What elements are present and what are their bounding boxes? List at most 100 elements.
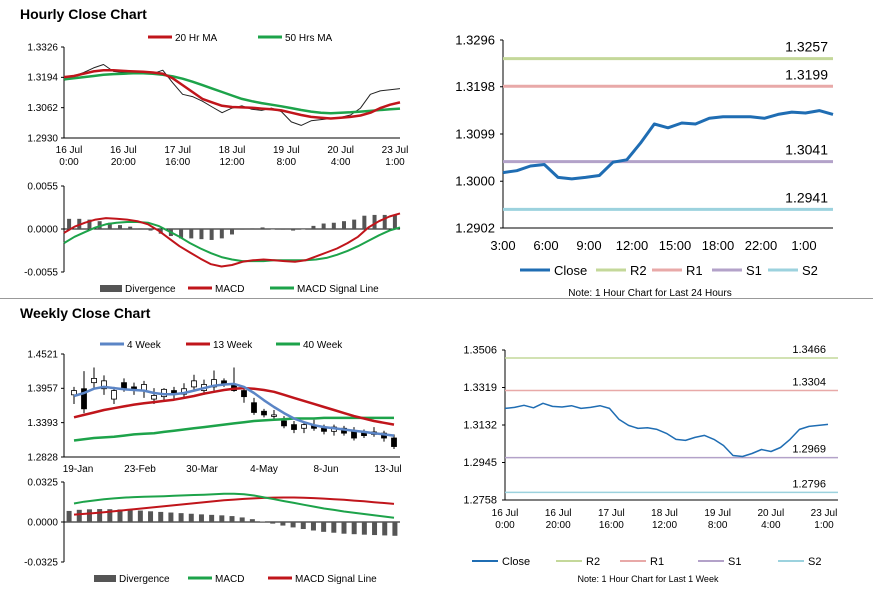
weekly-macd-legend-label: MACD xyxy=(215,574,244,585)
weekly-macd-signal-line xyxy=(73,496,395,516)
hourly-price-xtick-label: 23 Jul xyxy=(382,145,409,156)
hourly-24h-legend-label: S2 xyxy=(802,263,818,278)
weekly-candle-body xyxy=(251,402,257,413)
weekly-macd-divergence-bar xyxy=(219,515,225,522)
hourly-macd-signal-line xyxy=(63,221,401,263)
hourly-price-legend-label: 50 Hrs MA xyxy=(285,33,333,44)
weekly-macd-divergence-bar xyxy=(107,509,113,522)
weekly-1w-xtick-label: 23 Jul xyxy=(811,508,838,519)
weekly-price-xtick-label: 19-Jan xyxy=(63,464,94,475)
hourly-24h-legend-label: Close xyxy=(554,263,587,278)
hourly-24h-ytick-label: 1.2902 xyxy=(455,220,495,235)
weekly-1w-xtick-label: 12:00 xyxy=(652,520,677,531)
weekly-macd-divergence-bar xyxy=(76,509,82,522)
hourly-price-xtick-label: 18 Jul xyxy=(219,145,246,156)
weekly-1w-level-label: 1.3304 xyxy=(792,377,826,389)
hourly-macd-ytick-label: 0.0000 xyxy=(27,224,58,235)
weekly-1w-xtick-label: 8:00 xyxy=(708,520,728,531)
hourly-macd-legend-label: MACD xyxy=(215,284,244,295)
weekly-price-40wk-line xyxy=(73,416,394,442)
weekly-1w-close-line xyxy=(504,402,829,458)
hourly-macd-divergence-bar xyxy=(209,229,214,240)
hourly-price-ytick-label: 1.2930 xyxy=(27,133,58,144)
weekly-candle-body xyxy=(261,410,267,416)
hourly-macd-divergence-bar xyxy=(199,229,204,240)
hourly-24h-ytick-label: 1.3296 xyxy=(455,32,495,47)
hourly-macd-divergence-bar xyxy=(311,225,316,229)
weekly-1w-level-label: 1.3466 xyxy=(792,344,826,356)
weekly-price-xtick-label: 4-May xyxy=(250,464,278,475)
hourly-price-legend-label: 20 Hr MA xyxy=(175,33,218,44)
weekly-1w-legend-label: S2 xyxy=(808,556,821,568)
weekly-macd-divergence-bar xyxy=(168,512,174,522)
hourly-macd-divergence-bar xyxy=(87,219,92,229)
weekly-macd-divergence-bar xyxy=(321,522,327,532)
hourly-macd-divergence-bar xyxy=(179,229,184,239)
weekly-macd-divergence-bar xyxy=(239,517,245,522)
weekly-macd-divergence-bar xyxy=(158,511,164,522)
weekly-macd-divergence-bar xyxy=(178,513,184,522)
weekly-1w-ytick-label: 1.2758 xyxy=(463,495,497,507)
weekly-price-xtick-label: 8-Jun xyxy=(313,464,338,475)
weekly-candle-body xyxy=(191,380,197,388)
hourly-24h-xtick-label: 1:00 xyxy=(791,238,816,253)
hourly-price-xtick-label: 0:00 xyxy=(59,157,79,168)
weekly-macd-divergence-bar xyxy=(66,510,72,522)
hourly-price-xtick-label: 16:00 xyxy=(165,157,190,168)
hourly-24h-xtick-label: 18:00 xyxy=(702,238,735,253)
hourly-24h-xtick-label: 3:00 xyxy=(490,238,515,253)
weekly-price-ytick-label: 1.3957 xyxy=(27,384,58,395)
hourly-macd-ytick-label: -0.0055 xyxy=(24,267,58,278)
weekly-candle-body xyxy=(241,390,247,398)
weekly-1w-xtick-label: 18 Jul xyxy=(651,508,678,519)
weekly-candle-body xyxy=(121,382,127,389)
hourly-macd-divergence-bar xyxy=(118,225,122,229)
hourly-macd-divergence-bar xyxy=(291,229,296,231)
weekly-1w-xtick-label: 20:00 xyxy=(546,520,571,531)
hourly-macd-divergence-bar xyxy=(362,215,367,229)
weekly-macd-ytick-label: -0.0325 xyxy=(24,557,58,568)
weekly-macd-divergence-bar xyxy=(117,509,123,522)
weekly-macd-divergence-bar xyxy=(331,522,337,533)
weekly-macd-divergence-bar xyxy=(382,522,388,536)
hourly-macd-divergence-bar xyxy=(260,227,265,229)
weekly-candle-body xyxy=(91,377,97,384)
hourly-price-xtick-label: 16 Jul xyxy=(56,145,83,156)
weekly-1w-xtick-label: 0:00 xyxy=(495,520,515,531)
hourly-24h-ytick-label: 1.3198 xyxy=(455,79,495,94)
weekly-price-ytick-label: 1.4521 xyxy=(27,349,58,360)
hourly-24h-level-label: 1.3041 xyxy=(785,142,828,158)
weekly-macd-divergence-bar xyxy=(198,514,204,522)
hourly-macd-divergence-bar xyxy=(97,221,102,229)
weekly-price-ytick-label: 1.2828 xyxy=(27,452,58,463)
weekly-price-ytick-label: 1.3393 xyxy=(27,418,58,429)
weekly-price-xtick-label: 13-Jul xyxy=(374,464,401,475)
weekly-1w-level-label: 1.2969 xyxy=(792,444,826,456)
hourly-price-xtick-label: 12:00 xyxy=(219,157,244,168)
weekly-1w-ytick-label: 1.2945 xyxy=(463,457,497,469)
hourly-24h-xtick-label: 12:00 xyxy=(616,238,649,253)
hourly-24h-legend-label: R2 xyxy=(630,263,647,278)
weekly-1w-xtick-label: 16 Jul xyxy=(545,508,572,519)
weekly-1w-ytick-label: 1.3506 xyxy=(463,345,497,357)
hourly-24h-level-label: 1.3199 xyxy=(785,66,828,82)
weekly-1w-xtick-label: 20 Jul xyxy=(757,508,784,519)
hourly-24h-level-label: 1.2941 xyxy=(785,189,828,205)
weekly-price-legend-label: 4 Week xyxy=(127,340,162,351)
weekly-1w-xtick-label: 17 Jul xyxy=(598,508,625,519)
weekly-macd-divergence-bar xyxy=(290,522,296,528)
weekly-1w-ytick-label: 1.3319 xyxy=(463,382,497,394)
hourly-price-xtick-label: 8:00 xyxy=(277,157,297,168)
hourly-24h-xtick-label: 6:00 xyxy=(533,238,558,253)
weekly-1w-legend-label: R2 xyxy=(586,556,600,568)
hourly-macd-divergence-bar xyxy=(372,214,377,229)
weekly-price-legend-label: 40 Week xyxy=(303,340,343,351)
weekly-candle-body xyxy=(391,437,397,447)
weekly-1w-ytick-label: 1.3132 xyxy=(463,420,497,432)
weekly-macd-divergence-bar xyxy=(249,519,255,522)
hourly-macd-divergence-bar xyxy=(352,219,357,229)
weekly-candle-body xyxy=(151,395,157,400)
hourly-24h-xtick-label: 22:00 xyxy=(745,238,778,253)
weekly-candle-body xyxy=(81,388,87,410)
hourly-price-ytick-label: 1.3062 xyxy=(27,103,58,114)
